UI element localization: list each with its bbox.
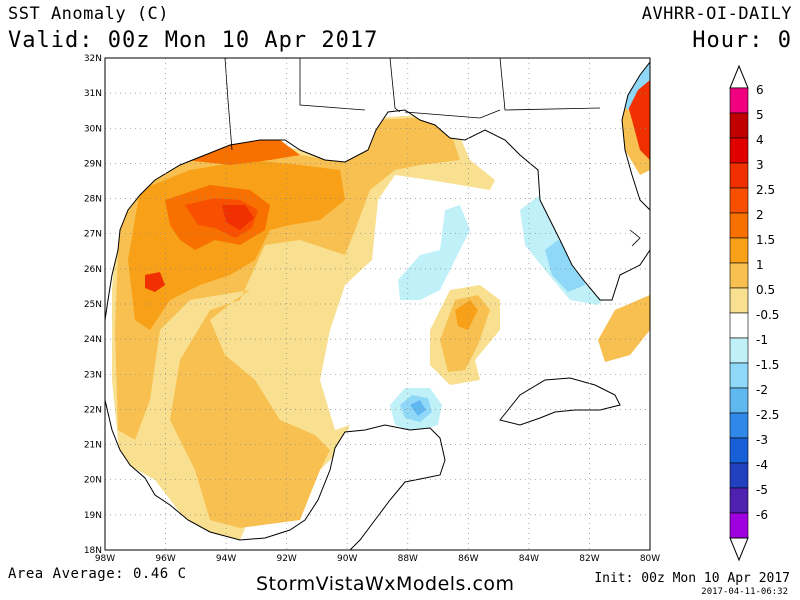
colorbar-label: -0.5 [756, 308, 779, 322]
colorbar-swatch [729, 87, 749, 114]
colorbar-label: -4 [756, 458, 768, 472]
y-tick-label: 22N [84, 405, 102, 415]
colorbar-swatch [729, 312, 749, 339]
y-tick-label: 30N [84, 124, 102, 134]
land [105, 58, 650, 550]
map-title: SST Anomaly (C) [8, 4, 170, 24]
colorbar-swatch [729, 387, 749, 414]
colorbar-swatch [729, 187, 749, 214]
forecast-hour: Hour: 0 [692, 28, 792, 53]
x-tick-label: 92W [276, 554, 296, 564]
boundary-la-ms [299, 58, 366, 111]
colorbar-swatch [729, 237, 749, 264]
y-tick-label: 27N [84, 230, 102, 240]
colorbar-swatch [729, 112, 749, 139]
colorbar-swatch [729, 362, 749, 389]
colorbar-label: 1 [756, 258, 764, 272]
coastline-island [629, 229, 641, 247]
colorbar-swatch [729, 437, 749, 464]
y-tick-label: 20N [84, 476, 102, 486]
y-tick-label: 19N [84, 511, 102, 521]
valid-time: Valid: 00z Mon 10 Apr 2017 [8, 28, 379, 53]
boundaries [224, 58, 641, 247]
colorbar-label: 5 [756, 108, 764, 122]
y-tick-label: 29N [84, 159, 102, 169]
model-name: AVHRR-OI-DAILY [641, 4, 792, 24]
colorbar-swatch [729, 337, 749, 364]
colorbar-swatch [729, 137, 749, 164]
colorbar-swatch [729, 412, 749, 439]
colorbar-label: -2 [756, 383, 768, 397]
boundary-ms-al [389, 58, 401, 113]
colorbar-label: 4 [756, 133, 764, 147]
warm-west-spot [145, 272, 165, 292]
colorbar: 6 5 4 3 2.5 2 1.5 1 0.5 -0.5 -1 -1.5 -2 -2.5 -3 -4 -5 -6 [729, 64, 779, 562]
x-tick-label: 98W [95, 554, 115, 564]
y-tick-label: 26N [84, 265, 102, 275]
y-tick-label: 24N [84, 335, 102, 345]
colorbar-label: 2 [756, 208, 764, 222]
colorbar-label: 1.5 [756, 233, 775, 247]
warm-patch-eastern-core [440, 295, 490, 372]
y-tick-label: 21N [84, 441, 102, 451]
x-tick-label: 84W [519, 554, 539, 564]
plot-frame [104, 57, 651, 551]
init-time: Init: 00z Mon 10 Apr 2017 [594, 571, 790, 586]
colorbar-swatch [729, 462, 749, 489]
cool-patch-yucatan-center [410, 400, 426, 416]
warm-region-hotspot [222, 205, 254, 230]
colorbar-swatch [729, 212, 749, 239]
warm-atlantic-south [598, 295, 650, 362]
land-north-america [105, 58, 650, 321]
colorbar-top-arrow [729, 64, 749, 89]
colorbar-label: 2.5 [756, 183, 775, 197]
y-tick-label: 28N [84, 195, 102, 205]
area-average: Area Average: 0.46 C [8, 566, 187, 582]
land-cuba [499, 377, 621, 426]
land-mexico [105, 399, 446, 550]
colorbar-swatch [729, 512, 749, 539]
warm-patch-eastern-inner [455, 300, 478, 330]
y-tick-label: 18N [84, 546, 102, 556]
cool-patch-east-core [545, 240, 585, 292]
y-tick-label: 32N [84, 54, 102, 64]
colorbar-label: -5 [756, 483, 768, 497]
cool-patch-central [398, 205, 470, 300]
y-tick-label: 25N [84, 300, 102, 310]
colorbar-bottom-arrow [729, 537, 749, 562]
colorbar-label: -1.5 [756, 358, 779, 372]
boundary-tx-la [224, 58, 233, 151]
boundary-ga-fl [499, 58, 601, 111]
y-tick-label: 31N [84, 89, 102, 99]
y-tick-label: 23N [84, 370, 102, 380]
colorbar-label: -3 [756, 433, 768, 447]
colorbar-label: 3 [756, 158, 764, 172]
site-name: StormVistaWxModels.com [256, 573, 515, 595]
colorbar-label: -1 [756, 333, 768, 347]
x-tick-label: 94W [216, 554, 236, 564]
colorbar-swatch [729, 262, 749, 289]
x-tick-label: 80W [640, 554, 660, 564]
warm-northern-band [185, 140, 300, 165]
x-tick-label: 88W [398, 554, 418, 564]
colorbar-label: 0.5 [756, 283, 775, 297]
x-tick-label: 90W [337, 554, 357, 564]
colorbar-label: -2.5 [756, 408, 779, 422]
colorbar-swatch [729, 287, 749, 314]
generated-timestamp: 2017-04-11-06:32 [701, 587, 788, 597]
gridlines [105, 58, 650, 550]
colorbar-swatch [729, 487, 749, 514]
colorbar-label: -6 [756, 508, 768, 522]
x-tick-label: 86W [458, 554, 478, 564]
x-tick-label: 96W [155, 554, 175, 564]
colorbar-swatch [729, 162, 749, 189]
x-tick-label: 82W [579, 554, 599, 564]
boundary-al-fl [404, 109, 501, 119]
colorbar-label: 6 [756, 83, 764, 97]
